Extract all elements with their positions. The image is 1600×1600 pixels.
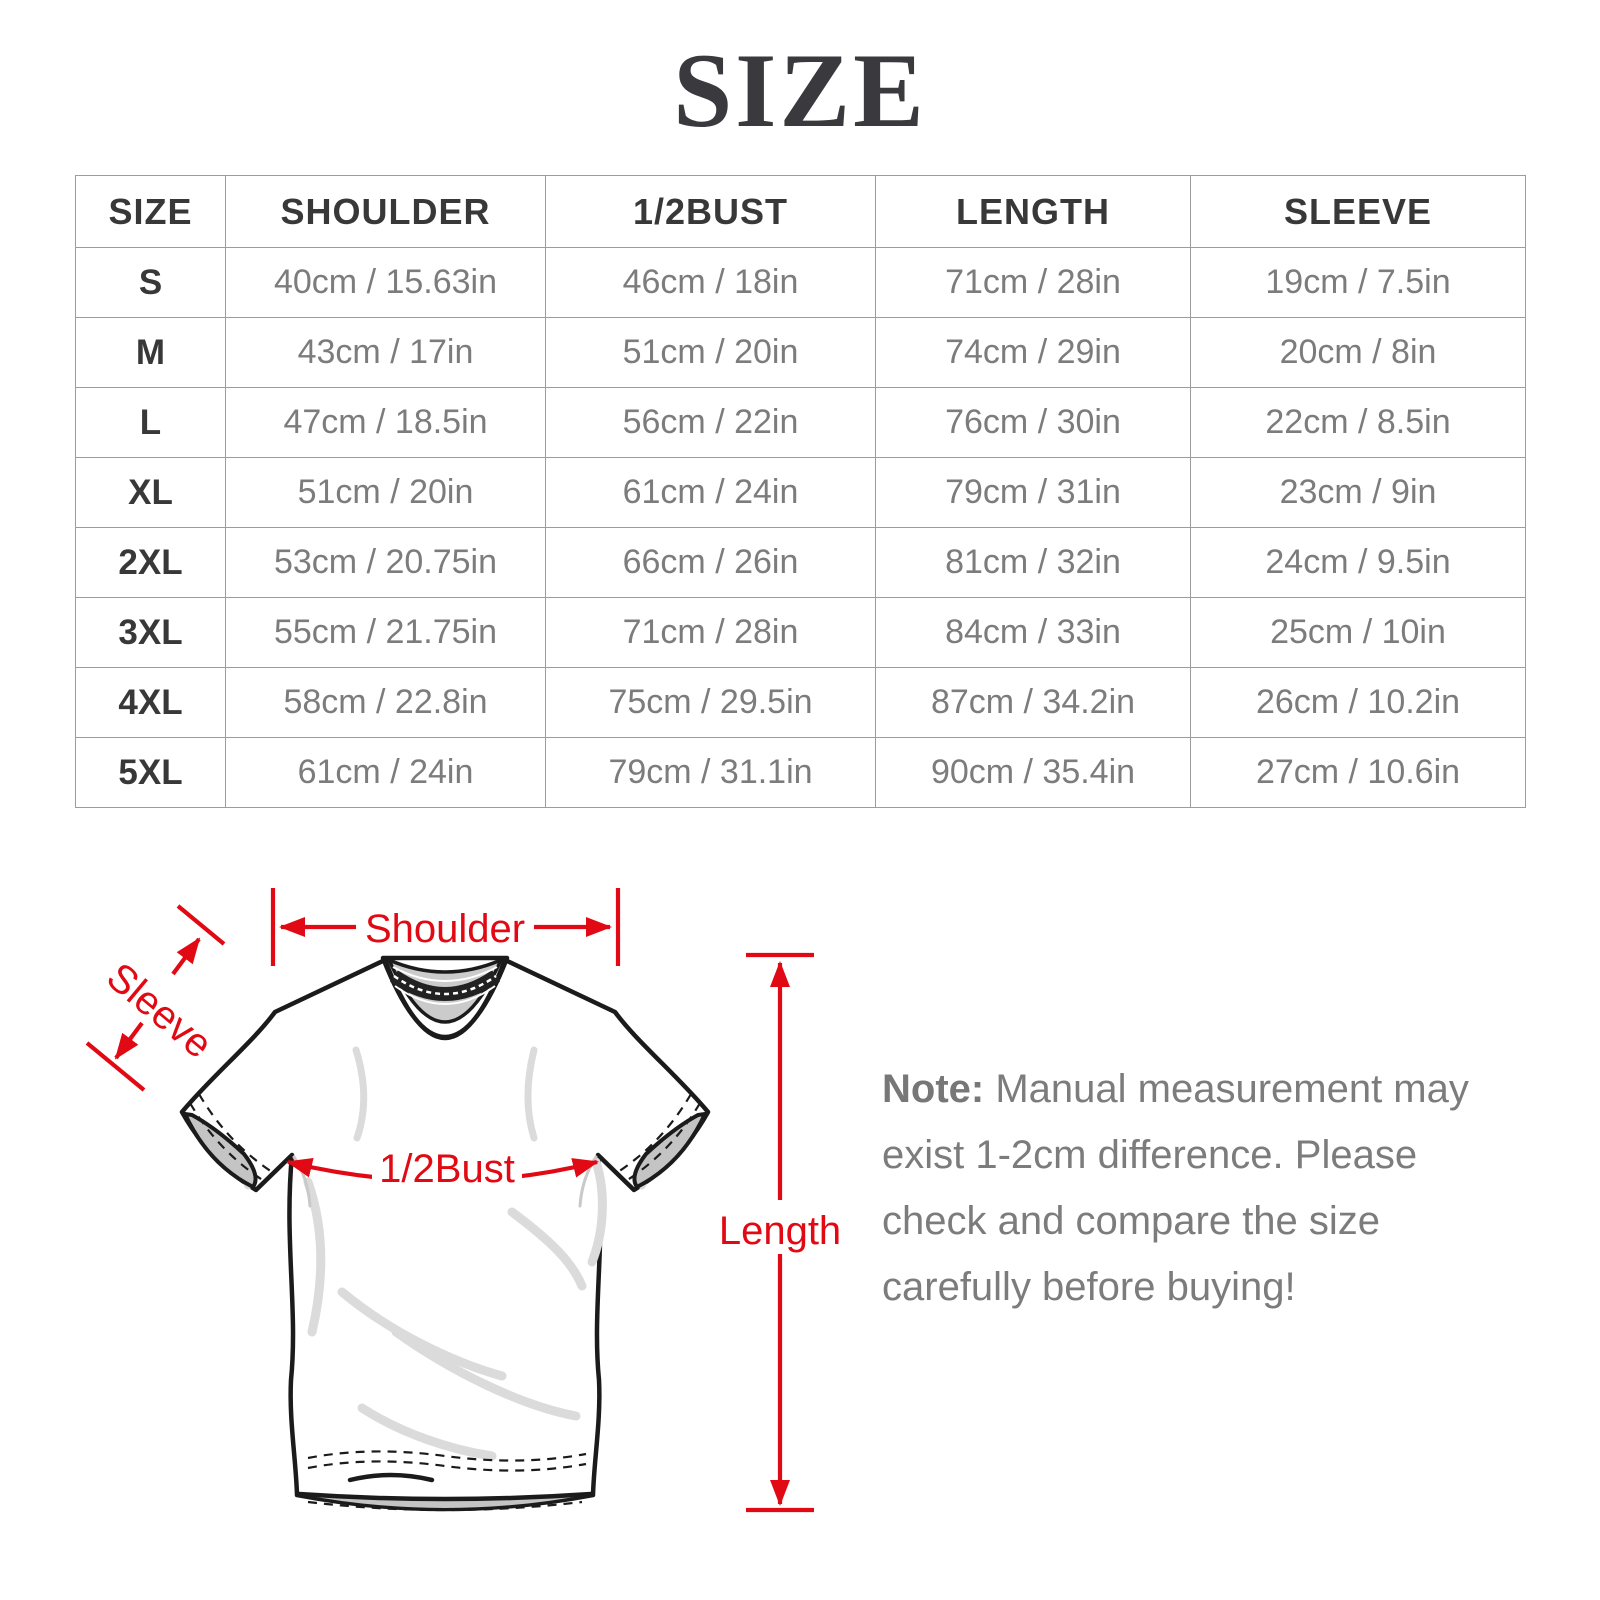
table-row: 4XL 58cm / 22.8in 75cm / 29.5in 87cm / 3…: [75, 667, 1526, 738]
size-value: XL: [75, 457, 226, 528]
measurement-cell: 43cm / 17in: [225, 317, 546, 388]
measurement-cell: 56cm / 22in: [545, 387, 876, 458]
half-bust-dimension: 1/2Bust: [286, 1146, 599, 1196]
collar: [380, 955, 510, 1039]
measurement-cell: 75cm / 29.5in: [545, 667, 876, 738]
measurement-cell: 61cm / 24in: [545, 457, 876, 528]
measurement-cell: 71cm / 28in: [875, 247, 1191, 318]
half-bust-label: 1/2Bust: [379, 1147, 515, 1191]
measurement-cell: 25cm / 10in: [1190, 597, 1526, 668]
sleeve-dimension: Sleeve: [85, 904, 226, 1092]
col-header-size: SIZE: [75, 175, 226, 248]
length-label: Length: [719, 1209, 841, 1253]
right-sleeve-cuff: [617, 1093, 707, 1189]
bottom-hem: [296, 1450, 594, 1512]
measurement-cell: 79cm / 31.1in: [545, 737, 876, 808]
table-row: L 47cm / 18.5in 56cm / 22in 76cm / 30in …: [75, 387, 1526, 458]
measurement-cell: 71cm / 28in: [545, 597, 876, 668]
col-header-length: LENGTH: [875, 175, 1191, 248]
size-value: S: [75, 247, 226, 318]
length-dimension: Length: [708, 952, 852, 1513]
table-row: 2XL 53cm / 20.75in 66cm / 26in 81cm / 32…: [75, 527, 1526, 598]
size-value: 5XL: [75, 737, 226, 808]
measurement-cell: 58cm / 22.8in: [225, 667, 546, 738]
measurement-cell: 27cm / 10.6in: [1190, 737, 1526, 808]
sleeve-label: Sleeve: [98, 955, 220, 1067]
size-value: 2XL: [75, 527, 226, 598]
note-line: check and compare the size: [882, 1199, 1381, 1243]
shoulder-dimension: Shoulder: [270, 888, 621, 966]
size-table: SIZE SHOULDER 1/2BUST LENGTH SLEEVE S 40…: [75, 175, 1526, 808]
table-row: S 40cm / 15.63in 46cm / 18in 71cm / 28in…: [75, 247, 1526, 318]
measurement-cell: 61cm / 24in: [225, 737, 546, 808]
tshirt-measurement-diagram: Shoulder Sleeve 1/2Bust: [85, 888, 852, 1513]
table-row: 5XL 61cm / 24in 79cm / 31.1in 90cm / 35.…: [75, 737, 1526, 808]
table-row: M 43cm / 17in 51cm / 20in 74cm / 29in 20…: [75, 317, 1526, 388]
size-value: 3XL: [75, 597, 226, 668]
size-value: L: [75, 387, 226, 458]
measurement-cell: 51cm / 20in: [545, 317, 876, 388]
measurement-cell: 90cm / 35.4in: [875, 737, 1191, 808]
note-line: carefully before buying!: [882, 1265, 1296, 1309]
shoulder-label: Shoulder: [365, 907, 525, 951]
note-line: exist 1-2cm difference. Please: [882, 1133, 1418, 1177]
table-row: XL 51cm / 20in 61cm / 24in 79cm / 31in 2…: [75, 457, 1526, 528]
tshirt-outline: [179, 955, 711, 1512]
measurement-cell: 51cm / 20in: [225, 457, 546, 528]
size-value: 4XL: [75, 667, 226, 738]
measurement-cell: 46cm / 18in: [545, 247, 876, 318]
measurement-cell: 19cm / 7.5in: [1190, 247, 1526, 318]
sleeve-arrow-down: [114, 1021, 144, 1060]
page-title: SIZE: [673, 32, 927, 149]
note-line: Manual measurement may: [984, 1067, 1469, 1111]
col-header-sleeve: SLEEVE: [1190, 175, 1526, 248]
measurement-cell: 84cm / 33in: [875, 597, 1191, 668]
measurement-cell: 26cm / 10.2in: [1190, 667, 1526, 738]
fabric-wrinkles: [206, 1046, 684, 1461]
size-value: M: [75, 317, 226, 388]
measurement-cell: 76cm / 30in: [875, 387, 1191, 458]
measurement-cell: 40cm / 15.63in: [225, 247, 546, 318]
measurement-cell: 66cm / 26in: [545, 527, 876, 598]
measurement-note: Note: Manual measurement may exist 1-2cm…: [882, 1056, 1530, 1320]
measurement-cell: 81cm / 32in: [875, 527, 1191, 598]
note-label: Note:: [882, 1067, 985, 1111]
measurement-cell: 74cm / 29in: [875, 317, 1191, 388]
measurement-cell: 22cm / 8.5in: [1190, 387, 1526, 458]
col-header-shoulder: SHOULDER: [225, 175, 546, 248]
col-header-halfbust: 1/2BUST: [545, 175, 876, 248]
size-diagram: Shoulder Sleeve 1/2Bust: [60, 860, 860, 1590]
sleeve-arrow-up: [171, 937, 201, 976]
measurement-cell: 53cm / 20.75in: [225, 527, 546, 598]
measurement-cell: 23cm / 9in: [1190, 457, 1526, 528]
table-header-row: SIZE SHOULDER 1/2BUST LENGTH SLEEVE: [75, 175, 1526, 248]
collar-zigzag-stitch: [393, 974, 497, 996]
measurement-cell: 55cm / 21.75in: [225, 597, 546, 668]
table-row: 3XL 55cm / 21.75in 71cm / 28in 84cm / 33…: [75, 597, 1526, 668]
measurement-cell: 20cm / 8in: [1190, 317, 1526, 388]
measurement-cell: 24cm / 9.5in: [1190, 527, 1526, 598]
measurement-cell: 87cm / 34.2in: [875, 667, 1191, 738]
left-sleeve-cuff: [183, 1093, 273, 1189]
measurement-cell: 47cm / 18.5in: [225, 387, 546, 458]
measurement-cell: 79cm / 31in: [875, 457, 1191, 528]
